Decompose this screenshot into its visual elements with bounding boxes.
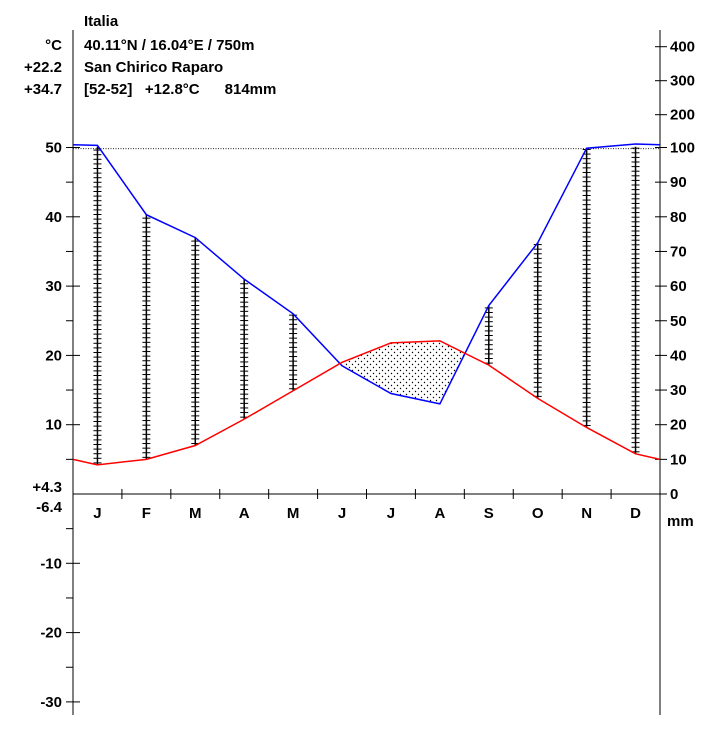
precip-line [72, 143, 661, 405]
temp-tick-label: -30 [40, 694, 62, 711]
month-label: M [287, 505, 300, 522]
header-coords: 40.11°N / 16.04°E / 750m [84, 37, 254, 54]
temp-tick-label: 10 [45, 417, 62, 434]
temp-unit-label: °C [45, 37, 62, 54]
precip-tick-label: 20 [670, 417, 687, 434]
header-summary: [52-52] +12.8°C 814mm [84, 81, 276, 98]
precip-tick-label: 400 [670, 39, 695, 56]
precip-tick-label: 50 [670, 313, 687, 330]
precip-tick-label: 60 [670, 278, 687, 295]
month-label: J [338, 505, 346, 522]
temp-tick-label: 40 [45, 209, 62, 226]
month-label: F [142, 505, 151, 522]
month-label: A [434, 505, 445, 522]
left-note-min-abs: -6.4 [36, 499, 63, 516]
temp-line [72, 340, 661, 466]
left-note-max-abs: +22.2 [24, 59, 62, 76]
precip-tick-label: 10 [670, 451, 687, 468]
month-label: O [532, 505, 544, 522]
month-label: J [387, 505, 395, 522]
temp-tick-label: -10 [40, 555, 62, 572]
month-label: N [581, 505, 592, 522]
temp-tick-label: 20 [45, 347, 62, 364]
precip-unit-label: mm [667, 513, 694, 530]
header-country: Italia [84, 13, 119, 30]
month-label: S [484, 505, 494, 522]
month-label: M [189, 505, 202, 522]
month-label: D [630, 505, 641, 522]
precip-tick-label: 100 [670, 140, 695, 157]
month-label: J [93, 505, 101, 522]
temp-tick-label: 50 [45, 140, 62, 157]
arid-period-fill [340, 340, 465, 404]
precip-tick-label: 40 [670, 347, 687, 364]
arid-area [340, 340, 465, 404]
precip-tick-label: 90 [670, 174, 687, 191]
precip-tick-label: 80 [670, 209, 687, 226]
temp-tick-label: 30 [45, 278, 62, 295]
temp-tick-label: -20 [40, 625, 62, 642]
precip-tick-label: 300 [670, 73, 695, 90]
precip-tick-label: 70 [670, 243, 687, 260]
precip-tick-label: 30 [670, 382, 687, 399]
tick-labels: J F M A M J J A S O N D5040302010-10-20-30400300200… [40, 39, 695, 711]
month-label: A [239, 505, 250, 522]
left-note-max-mean: +34.7 [24, 81, 62, 98]
humid-hatch-bars [93, 146, 640, 465]
series-lines [72, 143, 661, 466]
header-station: San Chirico Raparo [84, 59, 223, 76]
precip-tick-label: 200 [670, 107, 695, 124]
precip-tick-label: 0 [670, 486, 678, 503]
left-note-min-mean: +4.3 [32, 479, 62, 496]
